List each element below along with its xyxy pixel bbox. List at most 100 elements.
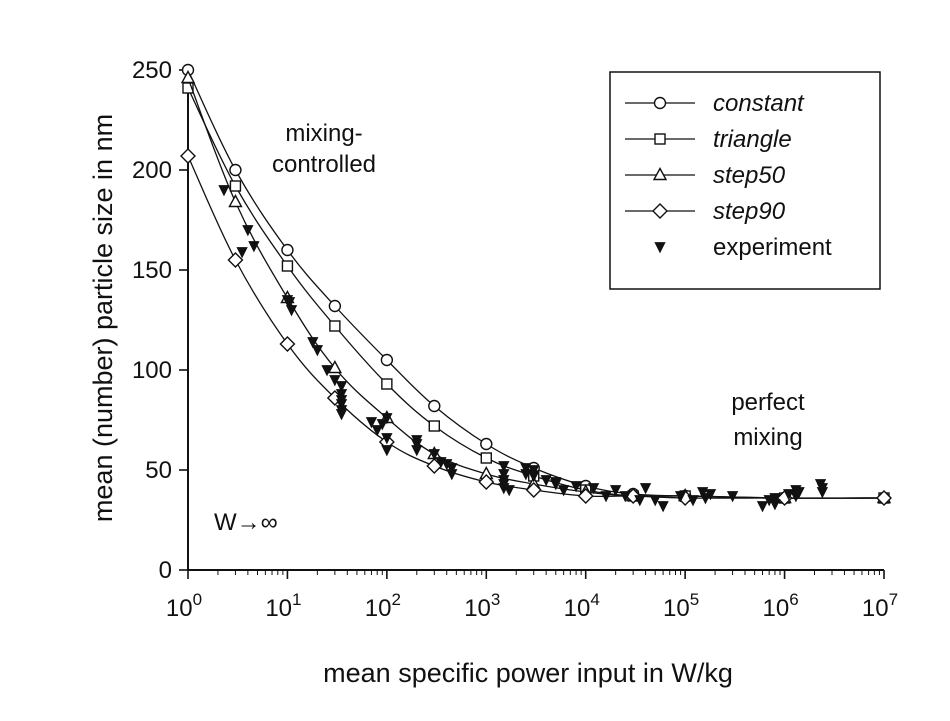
data-point-experiment: [335, 409, 348, 421]
data-point-step90: [180, 148, 196, 164]
data-point-experiment: [520, 463, 532, 475]
data-point-experiment: [335, 389, 348, 401]
data-point-experiment: [587, 483, 600, 495]
data-point-step90: [876, 490, 892, 506]
data-point-triangle: [329, 320, 341, 332]
data-point-experiment: [634, 495, 646, 507]
data-point-experiment: [503, 485, 515, 497]
data-point-experiment: [248, 241, 260, 253]
legend-marker-experiment: [654, 242, 666, 254]
data-point-experiment: [639, 483, 652, 495]
x-tick-label: 101: [265, 590, 301, 622]
x-tick-label: 100: [166, 590, 202, 622]
y-axis-ticks: 0 50 100 150 200 250: [132, 57, 188, 584]
data-point-experiment: [498, 469, 510, 481]
data-point-experiment: [687, 495, 699, 507]
data-point-triangle: [428, 420, 440, 432]
data-point-experiment: [570, 481, 582, 493]
data-point-experiment: [321, 365, 333, 377]
data-point-experiment: [428, 449, 440, 461]
legend-marker-constant: [653, 96, 667, 110]
legend-item-triangle: triangle: [625, 126, 792, 153]
x-tick-label: 102: [365, 590, 401, 622]
data-point-triangle: [229, 180, 242, 192]
data-point-step90: [478, 474, 495, 490]
legend-item-constant: constant: [625, 90, 805, 117]
data-point-step90: [577, 488, 594, 504]
data-point-experiment: [411, 445, 423, 457]
data-point-experiment: [376, 419, 388, 431]
y-tick-label: 200: [132, 157, 172, 184]
x-tick-label: 106: [762, 590, 798, 622]
data-point-step50: [180, 70, 196, 84]
data-point-step50: [228, 194, 243, 208]
data-point-experiment: [619, 491, 631, 503]
y-tick-label: 0: [159, 557, 172, 584]
data-point-experiment: [335, 381, 348, 393]
data-point-step90: [227, 252, 244, 268]
data-point-step90: [525, 482, 542, 498]
legend-marker-step90: [652, 203, 668, 219]
y-axis-title: mean (number) particle size in nm: [88, 114, 118, 522]
series-experiment: [218, 185, 829, 513]
legend-label-experiment: experiment: [713, 234, 832, 261]
x-tick-label: 103: [464, 590, 500, 622]
data-point-experiment: [816, 483, 829, 495]
data-point-constant: [229, 163, 242, 177]
data-point-experiment: [756, 501, 769, 513]
data-point-experiment: [657, 501, 669, 513]
annotation-w-limit: W→∞: [214, 509, 278, 536]
legend-label-triangle: triangle: [713, 126, 792, 153]
annotation-perfect-line2: mixing: [733, 424, 802, 451]
data-point-constant: [281, 243, 294, 257]
x-axis-ticks: 100 101 102 103 104 105 106 107: [166, 570, 898, 622]
legend-marker-triangle: [654, 133, 666, 145]
annotation-mixing-line1: mixing-: [285, 120, 362, 147]
y-tick-label: 50: [145, 457, 172, 484]
x-tick-label: 104: [564, 590, 600, 622]
data-point-experiment: [793, 487, 805, 499]
data-point-experiment: [236, 247, 248, 259]
data-point-experiment: [311, 345, 324, 357]
data-point-experiment: [285, 305, 298, 317]
data-point-triangle: [480, 452, 492, 464]
data-point-constant: [380, 353, 394, 367]
annotation-perfect-line1: perfect: [731, 389, 805, 416]
data-point-experiment: [498, 461, 510, 473]
data-point-experiment: [335, 399, 348, 411]
data-point-step50: [327, 360, 343, 374]
data-point-experiment: [283, 297, 296, 309]
x-axis-title: mean specific power input in W/kg: [323, 658, 733, 688]
data-point-experiment: [411, 439, 423, 451]
data-point-constant: [428, 399, 441, 413]
data-point-experiment: [769, 493, 781, 505]
legend: constant triangle step50 step90 experiment: [609, 71, 881, 290]
legend-label-step90: step90: [713, 198, 786, 225]
x-tick-label: 107: [862, 590, 898, 622]
data-point-triangle: [381, 378, 393, 390]
data-point-experiment: [540, 475, 552, 487]
legend-box: [609, 71, 881, 290]
data-point-experiment: [381, 445, 393, 457]
data-point-experiment: [649, 495, 661, 507]
data-point-experiment: [307, 337, 319, 349]
data-point-experiment: [699, 493, 712, 505]
data-point-experiment: [726, 491, 739, 503]
data-point-experiment: [528, 465, 540, 477]
data-point-experiment: [242, 225, 254, 237]
data-point-experiment: [381, 413, 393, 425]
data-point-experiment: [609, 485, 622, 497]
y-tick-label: 100: [132, 357, 172, 384]
data-point-triangle: [281, 260, 294, 272]
data-point-experiment: [697, 487, 709, 499]
data-point-experiment: [704, 489, 717, 501]
data-point-experiment: [371, 425, 383, 437]
data-point-experiment: [329, 375, 341, 387]
legend-marker-step50: [652, 167, 668, 181]
legend-label-step50: step50: [713, 162, 786, 189]
data-point-experiment: [446, 463, 458, 475]
data-point-experiment: [674, 491, 687, 503]
data-point-experiment: [520, 469, 532, 481]
data-point-experiment: [528, 471, 540, 483]
legend-item-experiment: experiment: [654, 234, 832, 261]
